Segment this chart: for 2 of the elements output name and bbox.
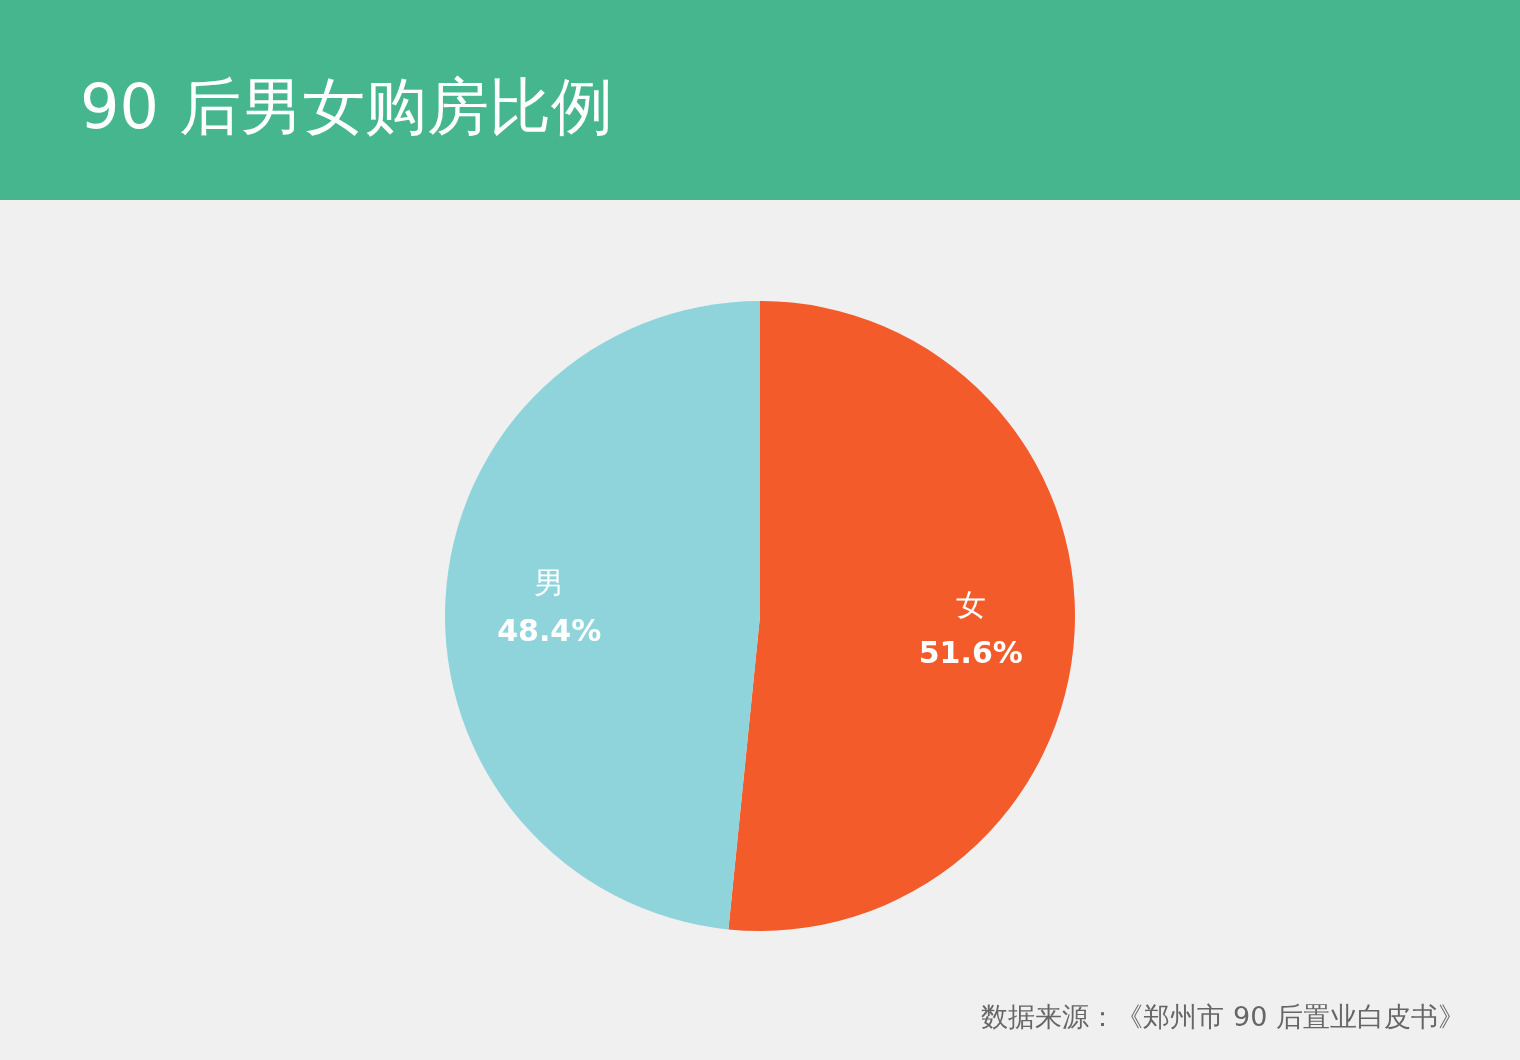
source-note: 数据来源：《郑州市 90 后置业白皮书》 (981, 1001, 1465, 1032)
chart-title: 90 后男女购房比例 (80, 70, 613, 143)
